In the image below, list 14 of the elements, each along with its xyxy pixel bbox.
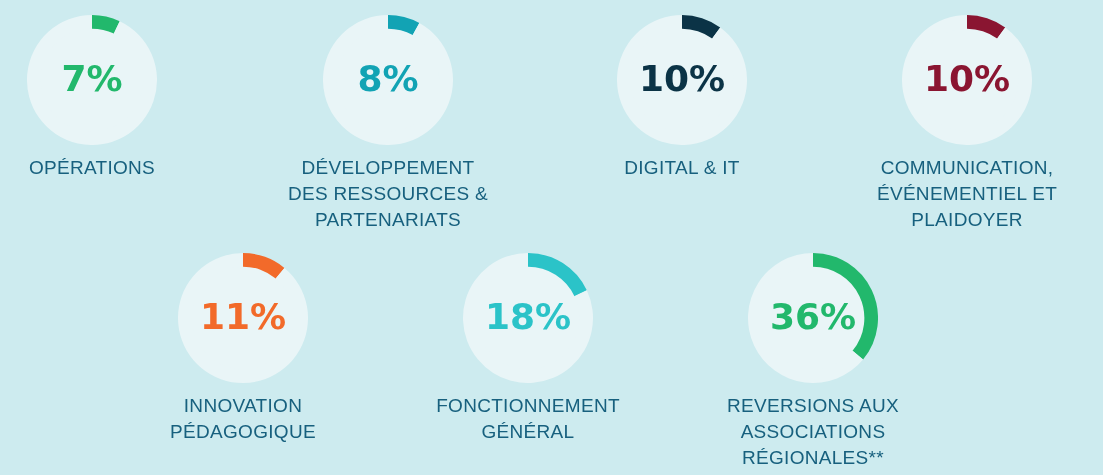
data-label: 10% [638,58,726,100]
text: FONCTIONNEMENT GÉNÉRAL [435,394,621,444]
text: OPÉRATIONS [27,156,157,180]
text: DIGITAL & IT [623,156,741,180]
data-label: 10% [923,58,1011,100]
text: COMMUNICATION, ÉVÉNEMENTIEL ET PLAIDOYER [875,156,1059,232]
data-label: 8% [357,58,419,100]
text: INNOVATION PÉDAGOGIQUE [169,394,317,444]
data-label: 36% [769,296,857,338]
data-label: 7% [61,58,123,100]
text: REVERSIONS AUX ASSOCIATIONS RÉGIONALES** [725,394,901,470]
data-label: 11% [199,296,287,338]
data-label: 18% [484,296,572,338]
text: DÉVELOPPEMENT DES RESSOURCES & PARTENARIATS [286,156,490,232]
